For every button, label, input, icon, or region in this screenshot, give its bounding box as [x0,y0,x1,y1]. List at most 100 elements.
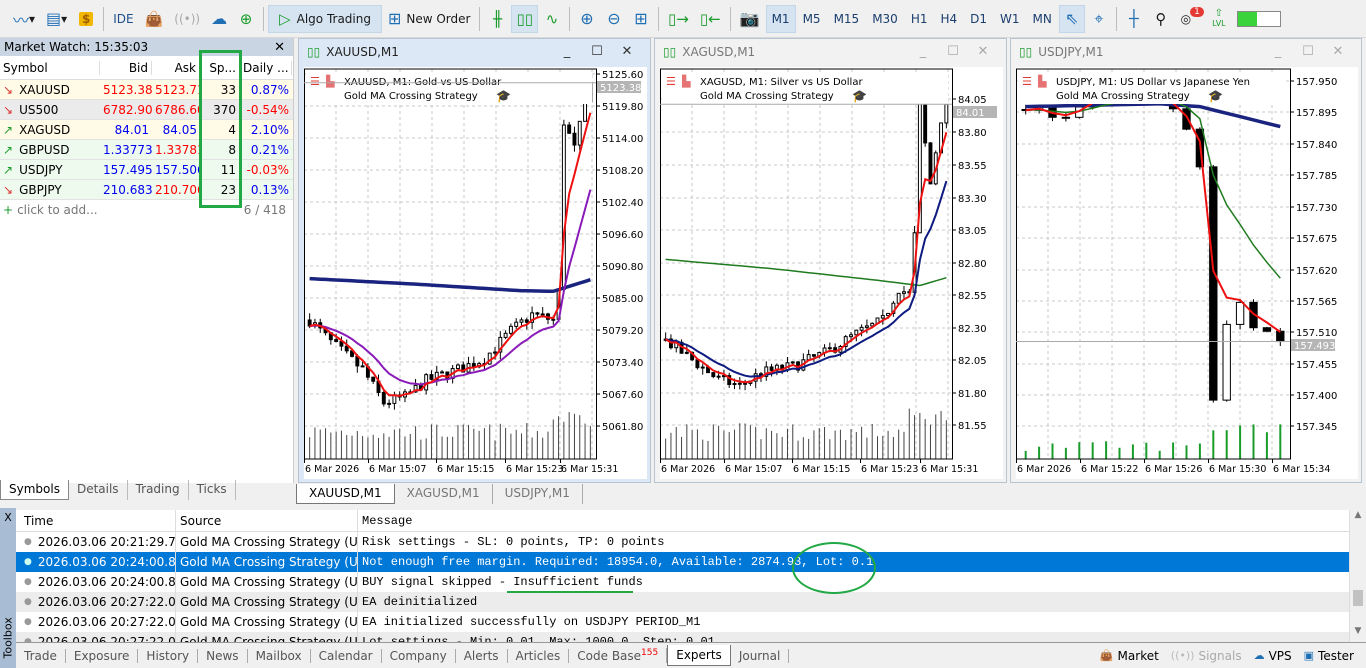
chart-window-titlebar[interactable]: ▯▯ USDJPY,M1 [1011,39,1361,65]
toolbox-tab-alerts[interactable]: Alerts [456,648,508,663]
column-source[interactable]: Source [176,510,358,532]
tab-ticks[interactable]: Ticks [189,480,236,500]
tile-windows-button[interactable]: ⊞ [628,5,654,33]
symbol-row[interactable]: ↗ USDJPY 157.495 157.506 11 -0.03% [0,160,293,180]
column-time[interactable]: Time [16,510,176,532]
toolbox-tab-news[interactable]: News [198,648,248,663]
column-bid[interactable]: Bid [100,60,152,75]
search-button[interactable]: ⚲ [1148,5,1174,33]
timeframe-d1[interactable]: D1 [970,11,988,26]
toolbox-tab-mailbox[interactable]: Mailbox [248,648,311,663]
zoom-in-button[interactable]: ⊕ [574,5,600,33]
minimize-button[interactable]: _ [563,44,571,59]
tab-trading[interactable]: Trading [128,480,189,500]
close-button[interactable]: ✕ [1332,44,1344,59]
community-button[interactable]: ⊕ [233,5,259,33]
screenshot-button[interactable]: 📷 [735,5,765,33]
toolbox-tab-journal[interactable]: Journal [731,648,790,663]
algo-trading-button[interactable]: ▷ Algo Trading [268,4,382,33]
symbol-row[interactable]: ↘ GBPJPY 210.683 210.706 23 0.13% [0,180,293,200]
log-scrollbar[interactable]: ▲ ▼ [1350,510,1366,642]
chart-canvas[interactable]: ☰ ▙ XAGUSD, M1: Silver vs US Dollar Gold MA… [660,67,1003,479]
timeframe-h4[interactable]: H4 [940,11,958,26]
bar-chart-button[interactable]: ╫ [484,5,510,33]
minimize-button[interactable]: _ [1274,44,1282,59]
tab-details[interactable]: Details [69,480,128,500]
signals-button[interactable]: ((•)) [169,5,205,33]
add-symbol-row[interactable]: + click to add... 6 / 418 [0,200,293,220]
timeframe-m15[interactable]: M15 [833,11,860,26]
link-tester[interactable]: ▣ Tester [1304,649,1354,663]
toolbox-tab-company[interactable]: Company [382,648,456,663]
toolbox-tab-history[interactable]: History [138,648,199,663]
zoom-out-button[interactable]: ⊖ [601,5,627,33]
chart-window[interactable]: ▯▯ XAGUSD,M1 _ ☐ ✕ ☰ ▙ XAGUSD, M1: Silver vs… [654,38,1007,483]
lvl-button[interactable]: ⇧ LVL [1206,5,1232,33]
scroll-down-icon[interactable]: ▼ [1354,626,1362,636]
maximize-button[interactable]: ☐ [947,44,959,59]
chart-tab-usdjpy[interactable]: USDJPY,M1 [493,484,583,504]
maximize-button[interactable]: ☐ [591,44,603,59]
chart-tab-xauusd[interactable]: XAUUSD,M1 [296,484,395,504]
timeframe-w1[interactable]: W1 [1000,11,1020,26]
market-button[interactable]: 👜 [140,5,169,33]
deposit-button[interactable]: $ [73,5,99,33]
maximize-button[interactable]: ☐ [1302,44,1314,59]
crosshair-button[interactable]: ⌖ [1086,5,1112,33]
scroll-up-icon[interactable]: ▲ [1354,510,1362,520]
symbol-row[interactable]: ↘ US500 6782.90 6786.60 370 -0.54% [0,100,293,120]
notifications-button[interactable]: ◎ 1 [1175,5,1205,33]
log-row[interactable]: ● 2026.03.06 20:24:00.841 Gold MA Crossin… [16,572,1350,592]
timeframe-m30[interactable]: M30 [872,11,898,26]
tab-symbols[interactable]: Symbols [0,480,69,500]
link-signals[interactable]: ((•)) Signals [1171,649,1242,663]
candlestick-button[interactable]: ▯▯ [511,4,538,33]
link-vps[interactable]: ☁ VPS [1254,649,1292,663]
toolbox-close-button[interactable]: X [4,511,12,524]
log-row[interactable]: ● 2026.03.06 20:27:22.065 Gold MA Crossin… [16,592,1350,612]
log-row[interactable]: ● 2026.03.06 20:21:29.775 Gold MA Crossin… [16,532,1350,552]
chart-tab-xagusd[interactable]: XAGUSD,M1 [395,484,493,504]
minimize-button[interactable]: _ [919,44,927,59]
toolbox-tab-exposure[interactable]: Exposure [66,648,139,663]
log-row[interactable]: ● 2026.03.06 20:27:22.075 Gold MA Crossin… [16,632,1350,642]
cursor-button[interactable]: ⇖ [1058,4,1085,33]
vertical-line-button[interactable]: ┼ [1121,5,1147,33]
chart-window[interactable]: ▯▯ USDJPY,M1 _ ☐ ✕ ☰ ▙ USDJPY, M1: US Dollar… [1010,38,1362,483]
line-chart-dropdown[interactable]: 〰 ▾ [8,5,40,33]
close-icon[interactable]: ✕ [274,39,285,55]
chart-window-titlebar[interactable]: ▯▯ XAUUSD,M1 [299,39,650,65]
symbol-row[interactable]: ↗ XAGUSD 84.01 84.05 4 2.10% [0,120,293,140]
close-button[interactable]: ✕ [977,44,989,59]
timeframe-h1[interactable]: H1 [910,11,928,26]
timeframe-m1[interactable]: M1 [765,4,796,33]
close-button[interactable]: ✕ [621,44,633,59]
scroll-thumb[interactable] [1353,590,1363,606]
toolbox-tab-calendar[interactable]: Calendar [311,648,382,663]
ide-button[interactable]: IDE [113,11,134,26]
toolbox-tab-code-base[interactable]: Code Base155 [569,648,668,663]
autoscroll-button[interactable]: ▯→ [663,5,694,33]
column-symbol[interactable]: Symbol [0,60,100,75]
timeframe-mn[interactable]: MN [1032,11,1052,26]
symbol-row[interactable]: ↗ GBPUSD 1.33773 1.33781 8 0.21% [0,140,293,160]
link-market[interactable]: 👜 Market [1100,649,1159,663]
column-message[interactable]: Message [358,510,1350,532]
symbol-row[interactable]: ↘ XAUUSD 5123.38 5123.71 33 0.87% [0,80,293,100]
new-order-button[interactable]: ⊞ New Order [383,5,476,33]
line-chart-button[interactable]: ∿ [539,5,565,33]
chart-window-titlebar[interactable]: ▯▯ XAGUSD,M1 [655,39,1006,65]
log-row[interactable]: ● 2026.03.06 20:27:22.075 Gold MA Crossin… [16,612,1350,632]
timeframe-m5[interactable]: M5 [802,11,821,26]
chart-window[interactable]: ▯▯ XAUUSD,M1 _ ☐ ✕ ☰ ▙ XAUUSD, M1: Gold vs U… [298,38,651,483]
toolbox-tab-articles[interactable]: Articles [508,648,570,663]
log-row[interactable]: ● 2026.03.06 20:24:00.841 Gold MA Crossin… [16,552,1350,572]
toolbox-tab-experts[interactable]: Experts [667,645,731,666]
indicators-dropdown[interactable]: ▤ ▾ [46,9,68,28]
toolbox-tab-trade[interactable]: Trade [16,648,66,663]
column-daily-change[interactable]: Daily ... [240,60,292,75]
column-ask[interactable]: Ask [152,60,200,75]
chart-canvas[interactable]: ☰ ▙ USDJPY, M1: US Dollar vs Japanese Yen G… [1016,67,1358,479]
vps-button[interactable]: ☁ [206,5,232,33]
